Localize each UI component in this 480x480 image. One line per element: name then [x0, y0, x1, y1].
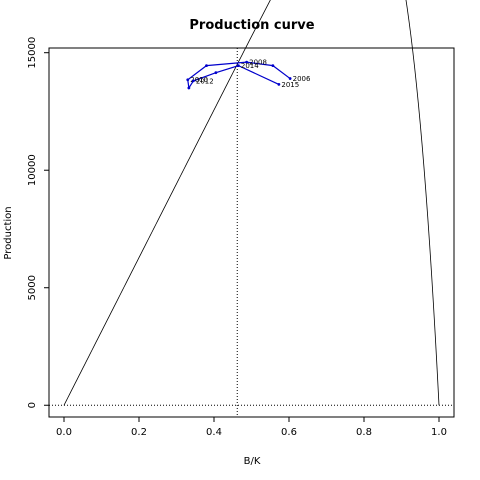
x-axis: 0.0 0.2 0.4 0.6 0.8 1.0: [56, 417, 447, 438]
data-point-2009: [205, 64, 208, 68]
point-label-2015: 2015: [281, 81, 299, 89]
point-label-2006: 2006: [293, 75, 311, 83]
x-tick-label: 1.0: [431, 427, 447, 438]
point-label-2010: 2010: [190, 76, 208, 84]
point-label-2012: 2012: [196, 77, 214, 85]
x-tick-label: 0.6: [281, 427, 297, 438]
data-point-2007: [271, 64, 275, 68]
x-axis-label: B/K: [244, 456, 261, 467]
x-tick-label: 0.4: [206, 427, 222, 438]
x-tick-label: 0.8: [356, 427, 372, 438]
y-tick-label: 0: [27, 402, 38, 408]
x-tick-label: 0.2: [131, 427, 147, 438]
plot-frame: [48, 47, 455, 418]
chart-title: Production curve: [189, 18, 314, 33]
y-axis-label: Production: [3, 206, 14, 259]
y-tick-label: 5000: [27, 275, 38, 300]
point-label-2014: 2014: [241, 62, 259, 70]
y-tick-label: 15000: [27, 37, 38, 69]
x-tick-label: 0.0: [56, 427, 72, 438]
data-point-2006: [288, 77, 292, 80]
data-point-2011: [187, 86, 191, 90]
data-point-2014: [236, 64, 240, 68]
data-point-2008: [245, 60, 249, 64]
production-curve: [63, 0, 440, 406]
data-point-2012: [191, 79, 195, 83]
y-tick-label: 10000: [27, 154, 38, 186]
production-curve-line: [63, 0, 440, 406]
reference-lines: [49, 48, 454, 417]
y-axis: 0 5000 10000 15000: [27, 37, 49, 408]
trajectory-line: [187, 61, 291, 90]
data-point-2010: [186, 78, 190, 82]
data-point-2015: [277, 83, 281, 86]
data-point-2013: [214, 71, 218, 75]
point-label-2008: 2008: [249, 59, 267, 67]
